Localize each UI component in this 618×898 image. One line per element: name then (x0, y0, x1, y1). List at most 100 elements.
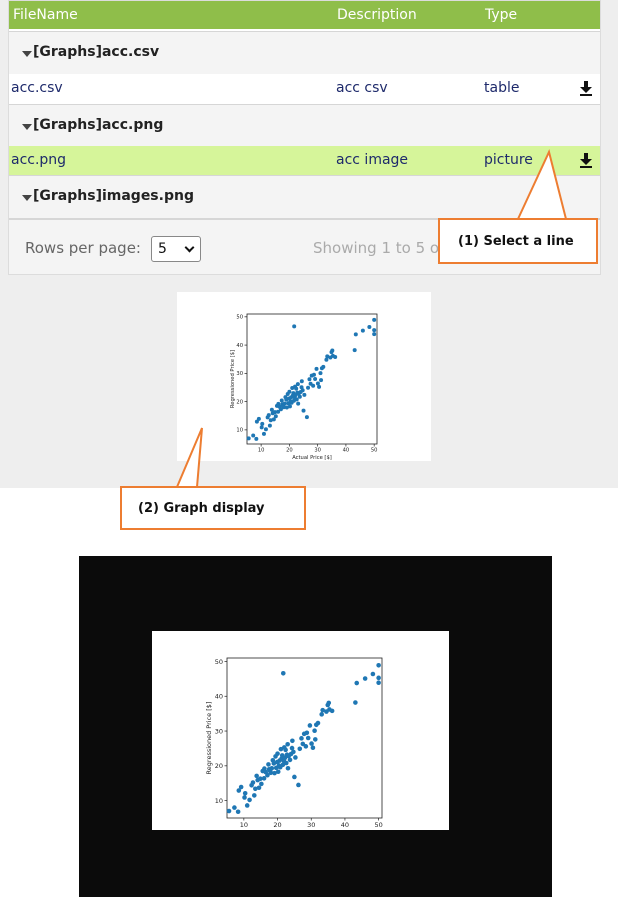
rows-per-page-select[interactable]: 5 (151, 236, 201, 262)
scatter-point (311, 383, 316, 388)
scatter-point (254, 419, 259, 424)
scatter-point (265, 772, 270, 778)
type-cell: table (484, 80, 520, 96)
group-label: [Graphs]images.png (33, 188, 194, 204)
scatter-point (266, 413, 271, 418)
scatter-point (258, 776, 263, 781)
scatter-point (315, 720, 321, 726)
description-cell: acc image (336, 152, 409, 168)
scatter-point (287, 389, 292, 394)
scatter-point (307, 723, 313, 728)
pagination-status: Showing 1 to 5 o (313, 239, 440, 257)
caret-down-icon[interactable] (22, 195, 32, 201)
scatter-point (262, 766, 267, 771)
file-table: FileName Description Type [Graphs]acc.cs… (8, 0, 601, 275)
scatter-point (367, 325, 372, 329)
download-icon[interactable] (579, 153, 593, 169)
scatter-point (295, 382, 300, 387)
caret-down-icon[interactable] (22, 51, 32, 57)
scatter-point (250, 780, 256, 785)
callout-graph-display: (2) Graph display (120, 486, 306, 530)
scatter-point (289, 745, 295, 751)
scatter-point (254, 436, 259, 441)
scatter-point (292, 774, 297, 780)
file-list-panel: FileName Description Type [Graphs]acc.cs… (0, 0, 618, 488)
plot-frame (246, 313, 378, 445)
file-name-cell: acc.csv (11, 80, 63, 96)
y-axis-label: Regressioned Price [$] (230, 350, 236, 408)
scatter-point (284, 760, 289, 766)
scatter-point (266, 762, 271, 767)
y-tick-label: 30 (236, 371, 243, 377)
scatter-point (256, 785, 262, 791)
x-tick-label: 10 (240, 821, 248, 829)
scatter-point (268, 418, 273, 423)
scatter-point (280, 671, 286, 676)
scatter-point (372, 332, 377, 337)
group-row-acc-png[interactable]: [Graphs]acc.png (9, 104, 600, 148)
plot-frame (226, 657, 383, 819)
scatter-point (299, 385, 304, 390)
scatter-point (285, 741, 290, 747)
scatter-point (319, 378, 324, 383)
scatter-point (370, 671, 376, 677)
scatter-point (283, 747, 288, 753)
x-tick-label: 30 (314, 448, 321, 454)
file-name-cell: acc.png (11, 152, 67, 168)
group-row-images-png[interactable]: [Graphs]images.png (9, 175, 600, 219)
scatter-point (326, 700, 332, 706)
scatter-point (362, 676, 368, 681)
scatter-point (299, 379, 304, 384)
group-label: [Graphs]acc.png (33, 117, 164, 133)
group-row-acc-csv[interactable]: [Graphs]acc.csv (9, 31, 600, 75)
scatter-point (276, 409, 281, 414)
scatter-point (372, 328, 377, 333)
download-icon[interactable] (579, 81, 593, 97)
scatter-point (246, 436, 251, 441)
table-row-selected[interactable]: acc.png acc image picture (9, 146, 600, 175)
scatter-point (287, 404, 292, 409)
y-tick-label: 50 (236, 315, 243, 321)
rows-per-page-label: Rows per page: (25, 239, 141, 257)
y-axis-label: Regressioned Price [$] (205, 702, 213, 775)
y-tick-label: 10 (236, 428, 243, 434)
table-row[interactable]: acc.csv acc csv table (9, 74, 600, 103)
scatter-point (314, 366, 319, 371)
scatter-point (247, 797, 252, 803)
column-header-description[interactable]: Description (337, 7, 417, 23)
scatter-point (318, 371, 323, 376)
scatter-point (325, 354, 330, 359)
scatter-point (372, 317, 377, 322)
scatter-point (309, 741, 314, 746)
scatter-point (360, 328, 365, 333)
column-header-filename[interactable]: FileName (13, 7, 78, 23)
x-tick-label: 50 (374, 821, 382, 829)
scatter-point (253, 786, 258, 792)
scatter-point (275, 751, 280, 756)
table-header: FileName Description Type (9, 1, 600, 29)
graph-thumbnail[interactable]: 10 20 30 40 50 10 20 30 40 50 Actual Price [$] Regr… (177, 292, 431, 461)
scatter-point (317, 384, 322, 389)
scatter-point (261, 776, 267, 781)
scatter-point (297, 746, 303, 752)
caret-down-icon[interactable] (22, 124, 32, 130)
scatter-point (301, 408, 306, 413)
x-tick-label: 40 (341, 821, 349, 829)
x-axis-label: Actual Price [$] (292, 455, 332, 461)
y-tick-label: 40 (236, 343, 243, 349)
scatter-point (324, 357, 329, 362)
scatter-point (281, 405, 286, 410)
scatter-point (315, 381, 320, 386)
rows-per-page-value: 5 (158, 241, 167, 257)
scatter-point (268, 770, 274, 776)
column-header-type[interactable]: Type (485, 7, 518, 23)
y-tick-label: 30 (215, 727, 223, 735)
scatter-point (275, 769, 281, 775)
scatter-point (260, 421, 265, 426)
scatter-point (304, 415, 309, 420)
scatter-point (263, 427, 268, 432)
scatter-point (272, 410, 277, 415)
scatter-point (244, 803, 250, 808)
